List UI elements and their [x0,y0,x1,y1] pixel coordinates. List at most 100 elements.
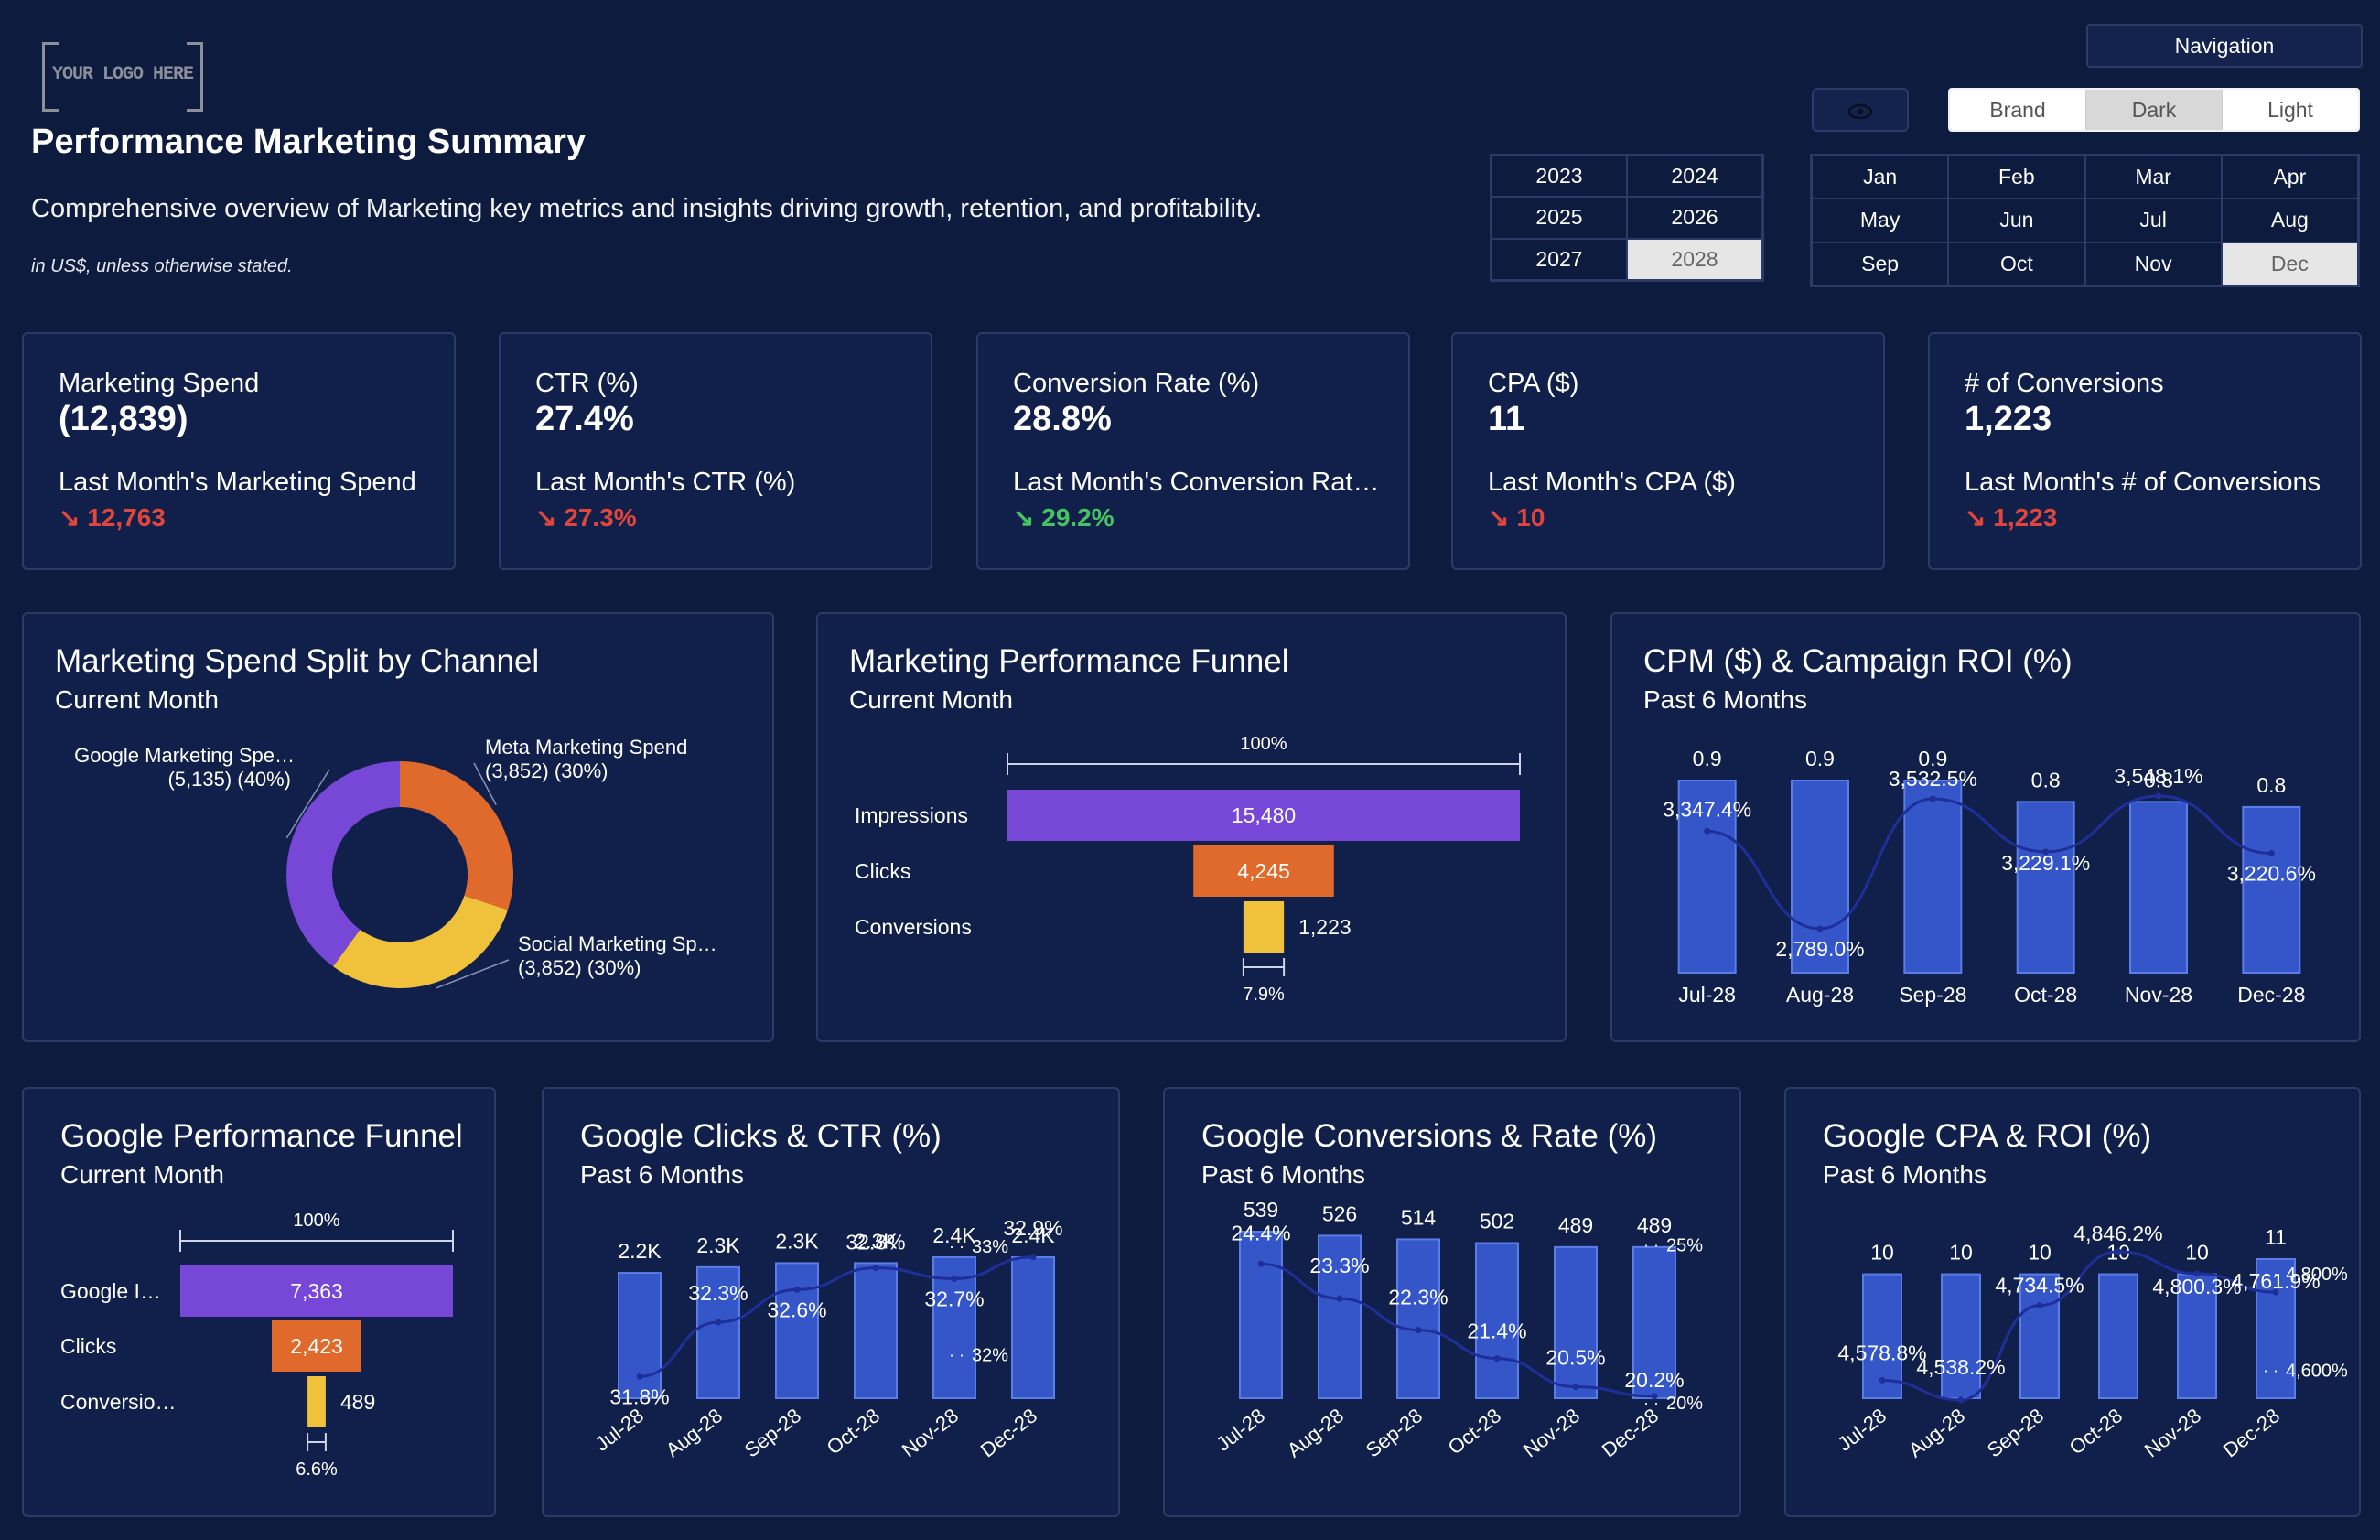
line-value-label: 20.2% [1624,1368,1684,1392]
x-tick-label: Oct-28 [2065,1404,2127,1459]
x-tick-label: Sep-28 [1362,1404,1427,1461]
bar-value-label: 489 [1637,1213,1672,1237]
month-option-jul[interactable]: Jul [2084,199,2222,242]
bar [2129,801,2188,974]
year-option-2024[interactable]: 2024 [1627,156,1762,198]
month-option-jun[interactable]: Jun [1948,199,2085,242]
theme-option-brand[interactable]: Brand [1950,90,2086,130]
month-option-oct[interactable]: Oct [1948,242,2085,285]
bar [1318,1234,1362,1399]
line-series [639,1255,1034,1378]
bar [2242,805,2301,974]
line-point [1816,925,1824,932]
line-value-label: 32.9% [1003,1216,1062,1240]
line-point [636,1373,643,1380]
bar-value-label: 502 [1480,1209,1514,1233]
x-tick-label: Nov-28 [1519,1404,1584,1461]
theme-option-light[interactable]: Light [2223,90,2358,130]
kpi-label: Conversion Rate (%) [1013,369,1260,398]
bar [1791,780,1849,974]
x-tick-label: Oct-28 [2014,983,2077,1007]
page-subtitle: Comprehensive overview of Marketing key … [31,194,1263,223]
bar-value-label: 10 [2185,1241,2209,1265]
bar [1475,1242,1519,1399]
month-option-aug[interactable]: Aug [2221,199,2358,242]
month-option-nov[interactable]: Nov [2084,242,2222,285]
kpi-prev-label: Last Month's CPA ($) [1488,468,1736,497]
funnel-bottom-label: 6.6% [296,1459,338,1480]
year-option-2023[interactable]: 2023 [1492,156,1627,198]
slice-label: Google Marketing Spe… [74,744,295,767]
bar [1239,1231,1283,1399]
x-tick-label: Jul-28 [1678,983,1736,1007]
line-point [2115,1248,2122,1255]
donut-slice [400,761,513,910]
x-tick-label: Sep-28 [1899,983,1966,1007]
line-point [793,1286,801,1293]
month-option-apr[interactable]: Apr [2221,156,2358,199]
funnel-chart: 100% Impressions 15,480 Clicks 4,245 Conversi… [855,734,1521,1005]
month-option-feb[interactable]: Feb [1948,156,2085,199]
year-option-2028[interactable]: 2028 [1627,238,1762,280]
month-option-may[interactable]: May [1812,199,1949,242]
kpi-label: # of Conversions [1965,369,2164,398]
year-option-2026[interactable]: 2026 [1627,197,1762,239]
kpi-value: 1,223 [1965,400,2052,438]
panel-title: Marketing Performance Funnel [849,643,1289,679]
bar [1554,1245,1598,1399]
month-option-jan[interactable]: Jan [1812,156,1949,199]
panel-subtitle: Current Month [55,685,219,714]
funnel-value-label: 489 [340,1390,375,1414]
x-tick-label: Jul-28 [590,1404,648,1456]
line-point [2036,1302,2043,1309]
line-point [1336,1295,1343,1302]
theme-option-dark[interactable]: Dark [2086,90,2223,130]
line-point [1704,827,1711,835]
funnel-top-label: 100% [1240,734,1287,754]
panel-title: Google Performance Funnel [60,1118,463,1154]
kpi-prev-label: Last Month's CTR (%) [535,468,796,497]
x-tick-label: Jul-28 [1833,1404,1890,1456]
panel-title: Google Conversions & Rate (%) [1201,1118,1657,1154]
bar [1677,780,1737,974]
month-option-dec[interactable]: Dec [2221,242,2358,285]
funnel-category-label: Conversions [855,915,972,939]
bar-value-label: 0.9 [1693,747,1722,770]
kpi-prev-value: ↘ 12,763 [59,503,166,532]
slice-label: Social Marketing Sp… [518,932,717,955]
line-value-label: 31.8% [609,1384,669,1408]
navigation-button[interactable]: Navigation [2086,24,2363,68]
bar [2098,1273,2138,1399]
y2-tick-label: 33% [972,1237,1008,1257]
line-value-label: 32.7% [924,1287,984,1311]
google-funnel-chart: 100% Google I… 7,363 Clicks 2,423 Conversio… 4… [60,1211,454,1480]
line-point [2155,792,2162,800]
line-value-label: 3,220.6% [2227,862,2316,886]
month-option-mar[interactable]: Mar [2084,156,2222,199]
google-conversions-panel: Google Conversions & Rate (%) Past 6 Mon… [1163,1087,1741,1517]
kpi-value: 27.4% [535,400,634,438]
line-value-label: 32.8% [845,1231,905,1255]
y2-tick-mark: · · [2263,1265,2278,1283]
line-point [2193,1270,2201,1277]
slice-leader-line [473,762,497,805]
year-option-2025[interactable]: 2025 [1492,197,1627,239]
funnel-bar [1007,790,1520,841]
x-tick-label: Dec-28 [2237,983,2305,1007]
line-point [1929,795,1936,802]
x-tick-label: Dec-28 [2219,1404,2284,1461]
line-point [1957,1396,1965,1404]
kpi-card: # of Conversions 1,223 Last Month's # of C… [1928,332,2362,570]
year-option-2027[interactable]: 2027 [1492,238,1627,280]
line-value-label: 4,538.2% [1916,1355,2005,1379]
visibility-toggle-button[interactable] [1812,88,1909,132]
y2-tick-mark: · · [1643,1394,1659,1412]
line-value-label: 3,347.4% [1663,797,1751,821]
bar-value-label: 0.9 [1918,747,1947,770]
bar-value-label: 0.9 [1805,747,1835,770]
line-value-label: 22.3% [1388,1286,1448,1309]
month-option-sep[interactable]: Sep [1812,242,1949,285]
donut-chart: Meta Marketing Spend(3,852) (30%)Social … [74,736,717,989]
line-point [872,1265,879,1272]
line-value-label: 21.4% [1467,1319,1526,1343]
